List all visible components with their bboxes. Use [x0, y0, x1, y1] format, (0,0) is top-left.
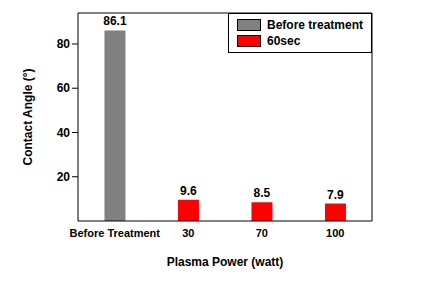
svg-text:40: 40 — [57, 126, 71, 140]
svg-text:80: 80 — [57, 37, 71, 51]
svg-text:9.6: 9.6 — [180, 184, 197, 198]
svg-text:100: 100 — [326, 227, 344, 239]
svg-text:20: 20 — [57, 170, 71, 184]
svg-text:Before Treatment: Before Treatment — [70, 227, 161, 239]
svg-text:70: 70 — [256, 227, 268, 239]
svg-text:86.1: 86.1 — [103, 14, 127, 28]
svg-text:Contact Angle (°): Contact Angle (°) — [21, 68, 35, 165]
html-text:Before treatment: Before treatment — [267, 18, 363, 32]
html-text:60sec: 60sec — [267, 34, 301, 48]
svg-text:30: 30 — [182, 227, 194, 239]
svg-text:7.9: 7.9 — [327, 188, 344, 202]
svg-text:60: 60 — [57, 81, 71, 95]
svg-text:8.5: 8.5 — [254, 186, 271, 200]
svg-text:Plasma Power (watt): Plasma Power (watt) — [167, 255, 284, 269]
